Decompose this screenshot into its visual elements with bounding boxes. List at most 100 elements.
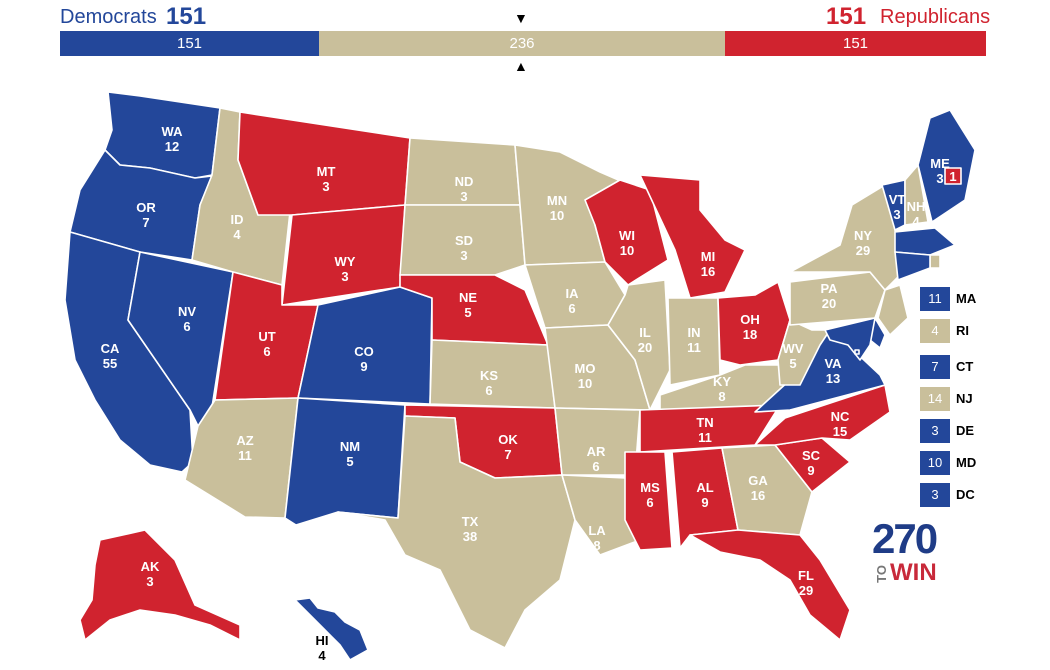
state-ev-ky: 8 <box>718 389 725 404</box>
state-la[interactable] <box>561 474 641 556</box>
legend-row-nj[interactable]: 14 NJ <box>920 387 1030 413</box>
state-nm[interactable] <box>284 397 406 526</box>
legend-row-ct[interactable]: 7 CT <box>920 355 1030 381</box>
state-abbr-ky: KY <box>713 374 731 389</box>
state-ev-wy: 3 <box>341 269 348 284</box>
logo-number: 270 <box>872 515 938 562</box>
legend-abbr-ma: MA <box>956 291 977 306</box>
state-ev-id: 4 <box>233 227 241 242</box>
state-abbr-wi: WI <box>619 228 635 243</box>
state-abbr-fl: FL <box>798 568 814 583</box>
state-pa[interactable] <box>789 271 886 326</box>
state-ak[interactable] <box>79 529 241 641</box>
state-abbr-nd: ND <box>455 174 474 189</box>
state-me-cd2[interactable] <box>944 167 962 185</box>
state-abbr-tn: TN <box>696 415 713 430</box>
legend-ev-ct: 7 <box>920 355 950 379</box>
state-abbr-az: AZ <box>236 433 253 448</box>
bar-segment-tossup: 236 <box>319 31 725 56</box>
state-abbr-wv: WV <box>783 341 804 356</box>
state-abbr-or: OR <box>136 200 156 215</box>
state-ev-ms: 6 <box>646 495 653 510</box>
state-ev-mo: 10 <box>578 376 592 391</box>
legend-ev-de: 3 <box>920 419 950 443</box>
state-nj[interactable] <box>877 284 909 336</box>
state-abbr-ut: UT <box>258 329 275 344</box>
legend-row-ma[interactable]: 11 MA <box>920 287 1030 313</box>
state-abbr-ok: OK <box>498 432 518 447</box>
state-ev-fl: 29 <box>799 583 813 598</box>
legend-row-ri[interactable]: 4 RI <box>920 319 1030 345</box>
democrats-total: 151 <box>166 3 207 30</box>
state-abbr-ia: IA <box>566 286 580 301</box>
legend-ev-ri: 4 <box>920 319 950 343</box>
legend-abbr-ri: RI <box>956 323 969 338</box>
logo-to: TO <box>874 565 889 583</box>
state-md[interactable] <box>824 317 876 361</box>
state-abbr-vt: VT <box>889 192 906 207</box>
state-abbr-in: IN <box>688 325 701 340</box>
state-ev-tx: 38 <box>463 529 477 544</box>
legend-abbr-dc: DC <box>956 487 975 502</box>
state-ma[interactable] <box>894 227 956 256</box>
state-abbr-mi: MI <box>701 249 715 264</box>
state-ev-oh: 18 <box>743 327 757 342</box>
state-nc[interactable] <box>754 384 891 446</box>
state-abbr-nh: NH <box>907 199 926 214</box>
republicans-label: Republicans <box>880 6 991 28</box>
state-abbr-al: AL <box>696 480 713 495</box>
state-hi[interactable] <box>294 597 369 661</box>
state-ev-or: 7 <box>142 215 149 230</box>
state-ev-az: 11 <box>238 448 252 463</box>
state-ev-mt: 3 <box>322 179 329 194</box>
legend-abbr-md: MD <box>956 455 977 470</box>
state-ev-pa: 20 <box>822 296 836 311</box>
state-fl[interactable] <box>689 529 851 641</box>
state-abbr-ny: NY <box>854 228 872 243</box>
state-ny[interactable] <box>789 184 901 291</box>
state-abbr-hi: HI <box>316 633 329 648</box>
state-il[interactable] <box>607 279 671 411</box>
legend-abbr-nj: NJ <box>956 391 973 406</box>
republicans-total: 151 <box>826 3 867 30</box>
electoral-header: Democrats 151 151 Republicans ▼ 151 236 … <box>0 0 1050 80</box>
legend-ev-ma: 11 <box>920 287 950 311</box>
state-ev-nv: 6 <box>183 319 190 334</box>
state-abbr-co: CO <box>354 344 374 359</box>
state-abbr-mn: MN <box>547 193 567 208</box>
state-abbr-me: ME <box>930 156 950 171</box>
state-abbr-ca: CA <box>101 341 120 356</box>
state-tx[interactable] <box>337 415 576 649</box>
majority-marker-top-icon: ▼ <box>514 10 528 26</box>
state-ev-ak: 3 <box>146 574 153 589</box>
state-wi[interactable] <box>584 179 669 286</box>
state-abbr-ga: GA <box>748 473 768 488</box>
legend-row-de[interactable]: 3 DE <box>920 419 1030 445</box>
state-ev-me: 3 <box>936 171 943 186</box>
state-ev-tn: 11 <box>698 430 712 445</box>
state-ev-wa: 12 <box>165 139 179 154</box>
state-me[interactable] <box>917 109 976 223</box>
state-ev-al: 9 <box>701 495 708 510</box>
state-ev-nd: 3 <box>460 189 467 204</box>
legend-row-md[interactable]: 10 MD <box>920 451 1030 477</box>
state-sd[interactable] <box>399 204 526 276</box>
state-abbr-sd: SD <box>455 233 473 248</box>
state-dc[interactable] <box>854 349 860 355</box>
majority-marker-bottom-icon: ▲ <box>514 58 528 74</box>
state-ev-va: 13 <box>826 371 840 386</box>
legend-abbr-ct: CT <box>956 359 974 374</box>
state-ev-mn: 10 <box>550 208 564 223</box>
state-mi[interactable] <box>639 174 746 299</box>
state-abbr-oh: OH <box>740 312 760 327</box>
state-nh[interactable] <box>904 164 929 226</box>
state-abbr-ms: MS <box>640 480 660 495</box>
legend-row-dc[interactable]: 3 DC <box>920 483 1030 509</box>
state-ev-vt: 3 <box>893 207 900 222</box>
logo-win: WIN <box>890 559 937 586</box>
state-ms[interactable] <box>624 451 673 551</box>
state-ct[interactable] <box>894 251 931 281</box>
state-ev-ut: 6 <box>263 344 270 359</box>
state-ri[interactable] <box>929 254 941 269</box>
